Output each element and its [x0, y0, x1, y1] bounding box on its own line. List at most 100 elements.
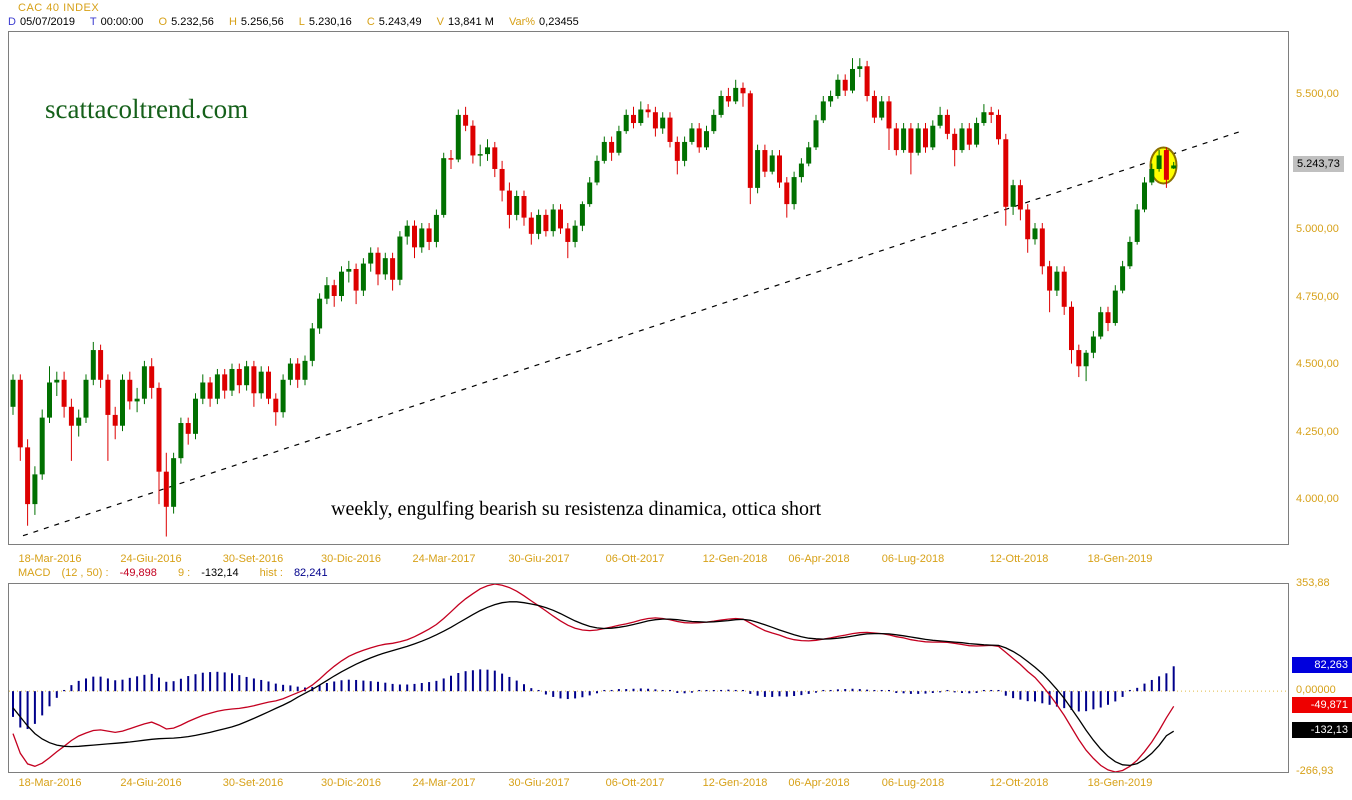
bull-candle	[360, 263, 366, 291]
price-axis-label: 4.750,00	[1296, 290, 1339, 303]
macd-panel[interactable]	[8, 583, 1289, 773]
bear-candle	[1039, 228, 1045, 267]
date-axis-label: 18-Gen-2019	[1087, 553, 1153, 565]
bull-candle	[1127, 241, 1133, 267]
bear-candle	[1061, 271, 1067, 307]
bull-candle	[339, 271, 344, 296]
bull-candle	[901, 128, 907, 151]
bear-candle	[105, 379, 111, 415]
macd-chart[interactable]	[9, 584, 1288, 772]
bull-candle	[879, 101, 885, 118]
low-value: 5.230,16	[308, 16, 352, 28]
bear-candle	[528, 217, 534, 234]
bull-candle	[141, 366, 147, 399]
bull-candle	[214, 374, 220, 399]
bear-candle	[98, 350, 104, 380]
bull-candle	[587, 182, 593, 205]
bear-candle	[674, 141, 680, 161]
bear-candle	[207, 382, 213, 399]
date-axis-label: 12-Gen-2018	[702, 777, 768, 789]
chart-annotation: weekly, engulfing bearish su resistenza …	[331, 498, 822, 520]
macd-name: MACD	[18, 567, 51, 579]
bull-candle	[835, 79, 841, 96]
bear-candle	[667, 117, 673, 142]
bull-candle	[404, 225, 410, 237]
bull-candle	[616, 131, 622, 153]
bull-candle	[1090, 336, 1096, 353]
bull-candle	[959, 128, 965, 151]
bull-candle	[397, 236, 403, 280]
bear-candle	[1076, 350, 1082, 367]
date-axis-label: 30-Dic-2016	[321, 553, 381, 565]
bull-candle	[317, 298, 323, 329]
bull-candle	[974, 123, 980, 145]
current-price-box: 5.243,73	[1293, 156, 1344, 173]
bull-candle	[54, 379, 60, 383]
price-chart-panel[interactable]: scattacoltrend.com weekly, engulfing bea…	[8, 31, 1289, 545]
candlestick-chart[interactable]	[9, 32, 1288, 544]
close-value: 5.243,49	[378, 16, 422, 28]
bull-candle	[1010, 185, 1016, 207]
bull-candle	[572, 225, 578, 242]
bear-candle	[426, 228, 432, 242]
bear-candle	[236, 368, 242, 386]
date-axis-label: 24-Mar-2017	[412, 553, 476, 565]
bear-candle	[777, 155, 782, 183]
bear-candle	[112, 414, 118, 426]
bear-candle	[762, 150, 768, 172]
var-value: 0,23455	[539, 16, 579, 28]
price-axis-label: 5.500,00	[1296, 88, 1339, 100]
high-value: 5.256,56	[240, 16, 284, 28]
close-label: C	[366, 16, 375, 28]
bear-candle	[864, 66, 870, 96]
bull-candle	[1149, 168, 1155, 183]
volume-label: V	[436, 16, 444, 28]
bull-candle	[200, 382, 206, 399]
bear-candle	[273, 398, 279, 413]
macd-hist-value: 82,241	[293, 567, 328, 579]
date-label: D	[8, 16, 16, 28]
bear-candle	[1025, 209, 1031, 240]
bear-candle	[185, 423, 191, 434]
bull-candle	[1156, 155, 1162, 169]
bear-candle	[375, 252, 381, 275]
bull-candle	[813, 120, 819, 148]
bull-candle	[455, 114, 461, 160]
bear-candle	[609, 141, 615, 153]
bull-candle	[536, 214, 542, 234]
bull-candle	[419, 228, 425, 248]
date-value: 05/07/2019	[19, 16, 76, 28]
time-value: 00:00:00	[100, 16, 144, 28]
bull-candle	[601, 141, 607, 161]
date-axis-label: 18-Gen-2019	[1087, 777, 1153, 789]
signal-line	[12, 601, 1175, 767]
bear-candle	[17, 379, 23, 448]
bull-candle	[660, 117, 666, 129]
time-label: T	[89, 16, 97, 28]
date-axis-label: 24-Giu-2016	[120, 777, 182, 789]
bull-candle	[798, 163, 804, 178]
macd-params: (12 , 50) :	[61, 567, 109, 579]
bear-candle	[470, 125, 476, 156]
bull-candle	[1171, 165, 1177, 169]
bull-candle	[346, 268, 352, 272]
bear-candle	[944, 114, 950, 134]
bear-candle	[893, 128, 899, 151]
date-axis-label: 06-Apr-2018	[788, 553, 850, 565]
bull-candle	[594, 160, 600, 183]
bear-candle	[842, 79, 848, 91]
volume-value: 13,841 M	[448, 16, 494, 28]
bull-candle	[704, 131, 709, 148]
bull-candle	[682, 141, 688, 161]
watermark: scattacoltrend.com	[45, 94, 249, 124]
bull-candle	[733, 87, 739, 102]
bear-candle	[952, 133, 958, 151]
bear-candle	[492, 147, 498, 169]
bear-candle	[966, 128, 972, 145]
bull-candle	[309, 328, 315, 361]
bull-candle	[1134, 209, 1140, 242]
bull-candle	[930, 125, 936, 148]
date-axis-label: 30-Set-2016	[222, 777, 284, 789]
bear-candle	[1069, 306, 1074, 351]
bull-candle	[441, 158, 447, 215]
